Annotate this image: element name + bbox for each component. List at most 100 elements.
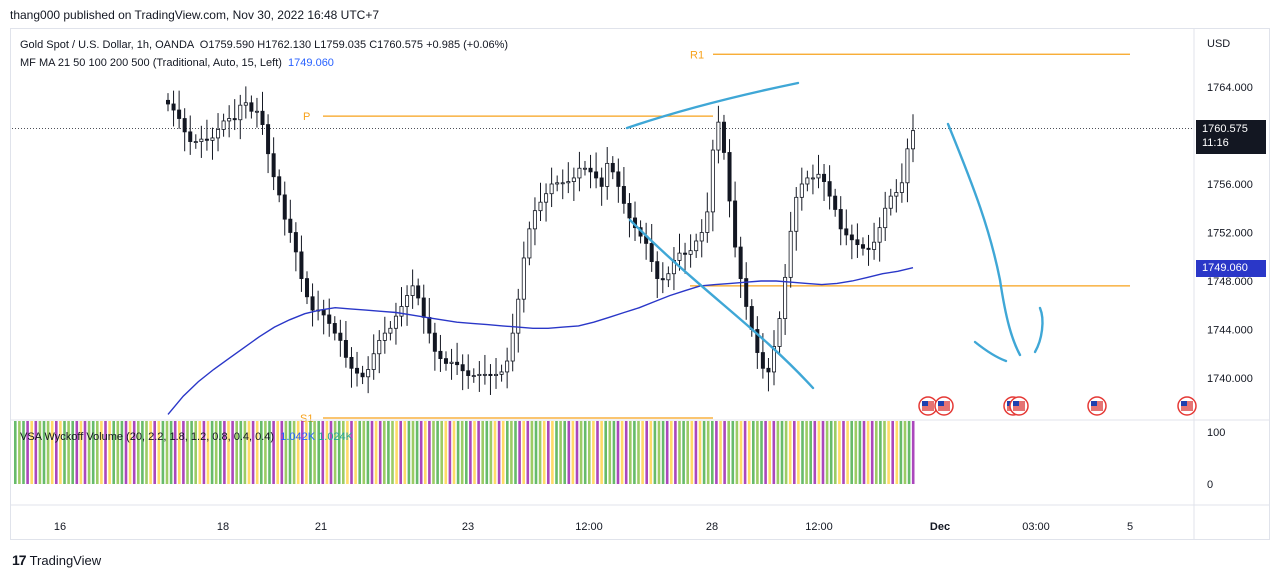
volume-legend[interactable]: VSA Wyckoff Volume (20, 2.2, 1.8, 1.2, 0… — [20, 431, 353, 443]
volume-bar — [46, 421, 50, 484]
volume-bar — [756, 421, 759, 484]
volume-bar — [280, 421, 284, 484]
candle-body — [566, 181, 571, 184]
volume-bar — [104, 421, 107, 484]
last-price-value: 1760.575 — [1202, 123, 1248, 135]
publisher-line: thang000 published on TradingView.com, N… — [10, 8, 380, 22]
ohlc-open: O1759.590 — [199, 39, 255, 51]
candle-body — [182, 118, 187, 133]
volume-bar — [842, 421, 845, 484]
volume-bar — [165, 421, 169, 484]
candle-body — [688, 250, 693, 255]
candle-body — [366, 369, 371, 378]
volume-bar — [788, 421, 792, 484]
volume-bar — [243, 421, 247, 484]
volume-bar — [690, 421, 694, 484]
candle-body — [266, 124, 271, 155]
us-flag-icon — [1087, 396, 1107, 416]
volume-bar — [903, 421, 907, 484]
volume-bar — [325, 421, 329, 484]
us-flag-icon — [918, 396, 938, 416]
volume-bar — [686, 421, 689, 484]
candle-body — [260, 110, 265, 125]
us-flag-icon — [1009, 396, 1029, 416]
volume-bar — [772, 421, 776, 484]
candle-body — [277, 176, 282, 196]
candle-body — [466, 370, 471, 376]
flag-canton — [938, 401, 944, 406]
volume-bar — [485, 421, 489, 484]
candle-body — [866, 247, 871, 250]
volume-bar — [362, 421, 366, 484]
candle-body — [899, 182, 904, 193]
volume-bar — [169, 421, 173, 484]
volume-bar — [547, 421, 550, 484]
volume-bar — [411, 421, 415, 484]
x-tick-label: 5 — [1127, 521, 1133, 533]
candle-body — [221, 120, 226, 130]
x-tick-label: 03:00 — [1022, 521, 1050, 533]
candle-body — [744, 278, 749, 307]
volume-bars — [14, 421, 915, 484]
candle-body — [599, 177, 604, 187]
ma-legend[interactable]: MF MA 21 50 100 200 500 (Traditional, Au… — [20, 57, 334, 69]
volume-bar — [403, 421, 407, 484]
volume-bar — [588, 421, 591, 484]
candle-body — [594, 171, 599, 179]
volume-bar — [907, 421, 911, 484]
volume-bar — [616, 421, 620, 484]
volume-bar — [219, 421, 222, 484]
candle-body — [310, 296, 315, 311]
candle-body — [416, 285, 421, 299]
volume-bar — [407, 421, 411, 484]
volume-bar — [38, 421, 42, 484]
volume-bar — [378, 421, 382, 484]
wedge-bottom-line — [628, 218, 815, 390]
projection-path — [946, 122, 1022, 357]
volume-bar — [846, 421, 849, 484]
volume-bar — [571, 421, 575, 484]
candle-body — [777, 318, 782, 347]
volume-bar — [395, 421, 398, 484]
candle-body — [755, 329, 760, 353]
candle-body — [655, 261, 660, 279]
volume-bar — [108, 421, 111, 484]
volume-bar — [354, 421, 357, 484]
volume-bar — [723, 421, 726, 484]
ma-value: 1749.060 — [288, 57, 334, 69]
volume-bar — [358, 421, 361, 484]
y-tick-label: 1744.000 — [1207, 325, 1253, 337]
candle-body — [894, 192, 899, 197]
volume-bar — [59, 421, 62, 484]
candle-body — [694, 240, 699, 252]
candle-body — [527, 228, 532, 259]
volume-bar — [42, 421, 46, 484]
flag-canton — [1091, 401, 1097, 406]
candle-body — [171, 103, 176, 111]
candle-body — [766, 367, 771, 373]
candle-body — [905, 148, 910, 184]
volume-bar — [452, 421, 456, 484]
candle-body — [911, 130, 916, 150]
candle-body — [393, 315, 398, 329]
volume-bar — [153, 421, 156, 484]
volume-bar — [460, 421, 464, 484]
candle-body — [794, 196, 799, 232]
footer-brand[interactable]: 17 TradingView — [12, 552, 101, 568]
candle-body — [860, 244, 865, 249]
candle-body — [188, 131, 193, 142]
volume-bar — [657, 421, 661, 484]
candle-body — [810, 177, 815, 180]
candles — [165, 86, 916, 395]
candle-body — [532, 210, 537, 230]
volume-bar — [489, 421, 493, 484]
symbol-legend[interactable]: Gold Spot / U.S. Dollar, 1h, OANDA O1759… — [20, 39, 508, 51]
candle-body — [610, 162, 615, 173]
volume-bar — [834, 421, 837, 484]
volume-bar — [313, 421, 316, 484]
volume-bar — [239, 421, 243, 484]
volume-bar — [870, 421, 874, 484]
candle-body — [282, 194, 287, 220]
